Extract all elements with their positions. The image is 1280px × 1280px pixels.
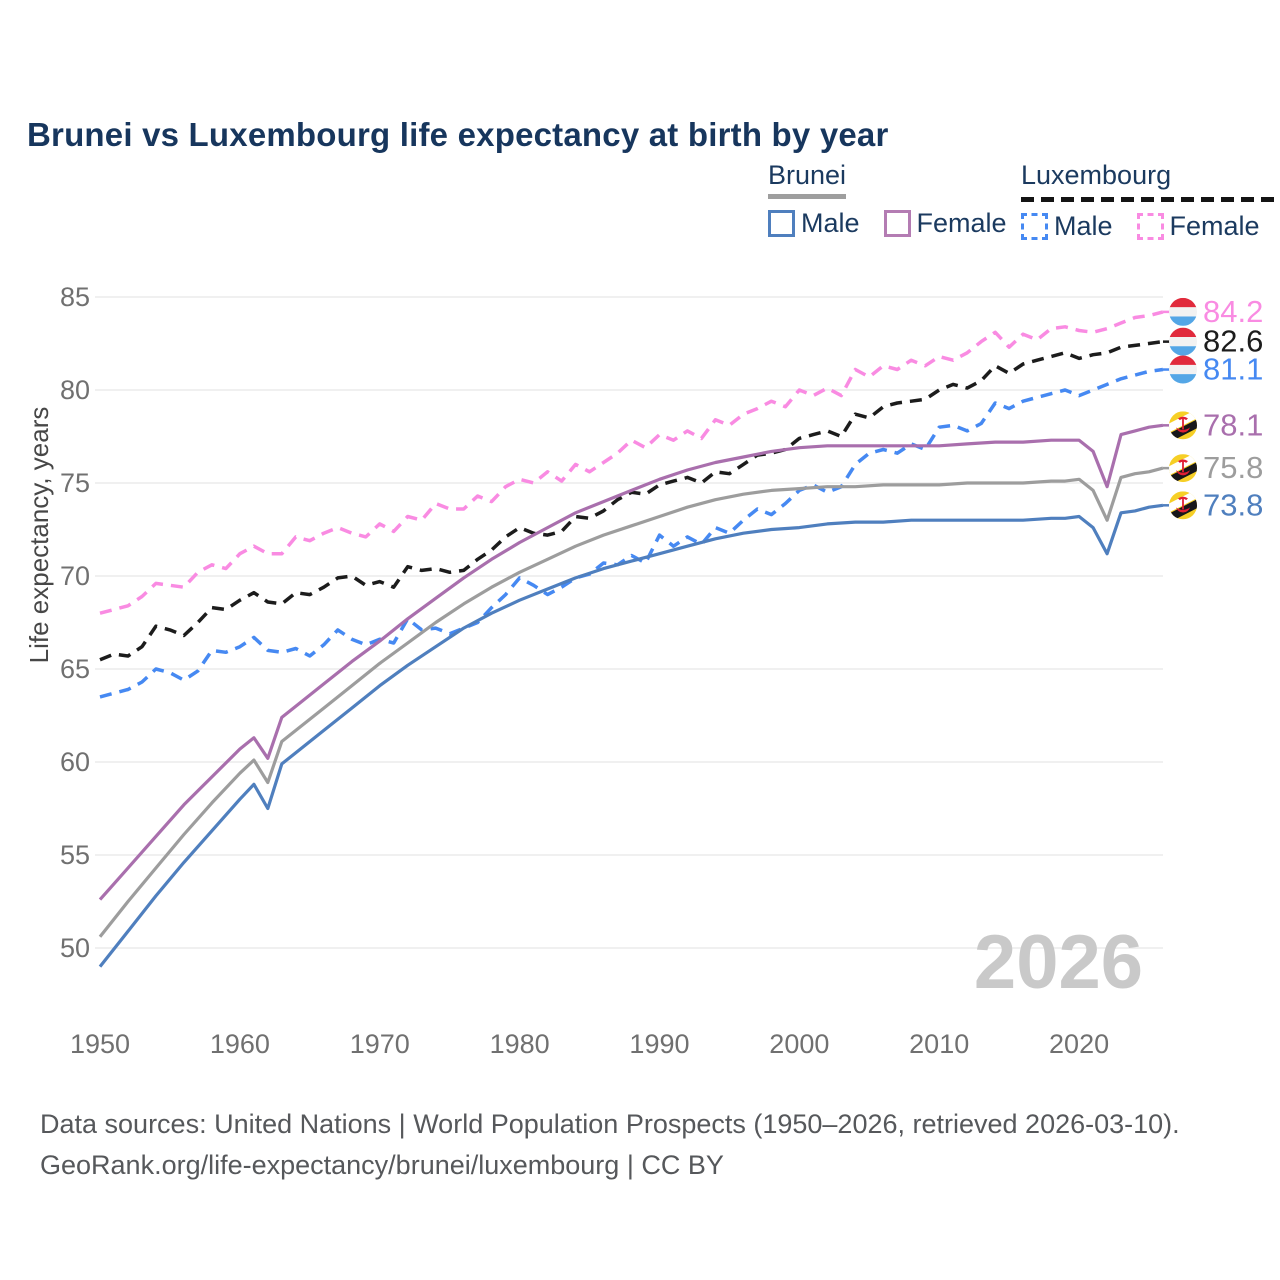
series-line-luxembourg-male <box>99 367 1164 699</box>
legend-swatch-luxembourg-female-icon <box>1136 213 1164 240</box>
series-line-luxembourg <box>99 339 1164 662</box>
legend-header-luxembourg: Luxembourg <box>1021 160 1172 190</box>
x-tick-label: 1970 <box>350 1029 410 1059</box>
brunei-flag-icon <box>1169 491 1197 520</box>
series-line-brunei-female <box>98 423 1164 901</box>
end-value-label-brunei-male: 73.8 <box>1203 487 1263 522</box>
y-tick-label: 55 <box>60 840 90 870</box>
luxembourg-flag-icon <box>1169 327 1197 356</box>
legend-underline-luxembourg <box>1021 197 1280 202</box>
series-line-luxembourg-female <box>99 310 1164 615</box>
end-value-label-brunei-female: 78.1 <box>1203 407 1263 442</box>
legend-label-brunei-male: Male <box>801 208 860 238</box>
series-line-brunei <box>98 466 1164 938</box>
watermark-year: 2026 <box>974 920 1143 1005</box>
series-layer <box>98 310 1164 968</box>
footer-data-sources: Data sources: United Nations | World Pop… <box>40 1109 1180 1139</box>
y-tick-label: 80 <box>60 375 90 405</box>
legend-swatch-luxembourg-male-icon <box>1021 213 1048 240</box>
legend-label-brunei-female: Female <box>916 208 1007 238</box>
end-label-layer: 84.282.681.1 78.1 75.873.8 <box>1163 294 1263 522</box>
y-tick-label: 75 <box>60 468 90 498</box>
end-value-label-luxembourg: 82.6 <box>1203 324 1263 359</box>
legend-swatch-brunei-male-icon <box>768 210 795 237</box>
legend-swatch-brunei-female-icon <box>883 210 911 237</box>
end-value-label-brunei: 75.8 <box>1203 450 1263 485</box>
x-tick-label: 2000 <box>769 1029 829 1059</box>
x-tick-label: 1950 <box>70 1029 130 1059</box>
legend-header-brunei: Brunei <box>768 160 847 199</box>
y-axis-title: Life expectancy, years <box>24 407 54 664</box>
y-tick-label: 70 <box>60 561 90 591</box>
footer: Data sources: United Nations | World Pop… <box>40 1104 1180 1186</box>
x-tick-label: 1990 <box>629 1029 689 1059</box>
luxembourg-flag-icon <box>1169 297 1197 326</box>
brunei-flag-icon <box>1169 454 1197 483</box>
y-tick-label: 65 <box>60 654 90 684</box>
series-line-brunei-male <box>98 503 1164 968</box>
footer-attribution: GeoRank.org/life-expectancy/brunei/luxem… <box>40 1150 724 1180</box>
brunei-flag-icon <box>1169 411 1197 440</box>
x-tick-label: 2010 <box>909 1029 969 1059</box>
chart-title: Brunei vs Luxembourg life expectancy at … <box>27 116 889 154</box>
x-tick-label: 1960 <box>210 1029 270 1059</box>
legend-group-brunei: Brunei Male Female <box>768 160 1031 239</box>
x-tick-label: 2020 <box>1049 1029 1109 1059</box>
legend-label-luxembourg-female: Female <box>1169 211 1260 241</box>
y-tick-label: 60 <box>60 747 90 777</box>
end-value-label-luxembourg-female: 84.2 <box>1203 294 1263 329</box>
x-tick-label: 1980 <box>490 1029 550 1059</box>
end-value-label-luxembourg-male: 81.1 <box>1203 352 1263 387</box>
y-tick-label: 85 <box>60 282 90 312</box>
luxembourg-flag-icon <box>1169 355 1197 384</box>
grid-layer <box>95 296 1163 949</box>
legend-group-luxembourg: Luxembourg Male Female <box>1021 160 1280 242</box>
axis-tick-layer: 50 55 60 65 70 75 80 85 1950 1960 1970 1980 1990 2000… <box>60 282 1109 1059</box>
legend-label-luxembourg-male: Male <box>1054 211 1113 241</box>
y-tick-label: 50 <box>60 933 90 963</box>
